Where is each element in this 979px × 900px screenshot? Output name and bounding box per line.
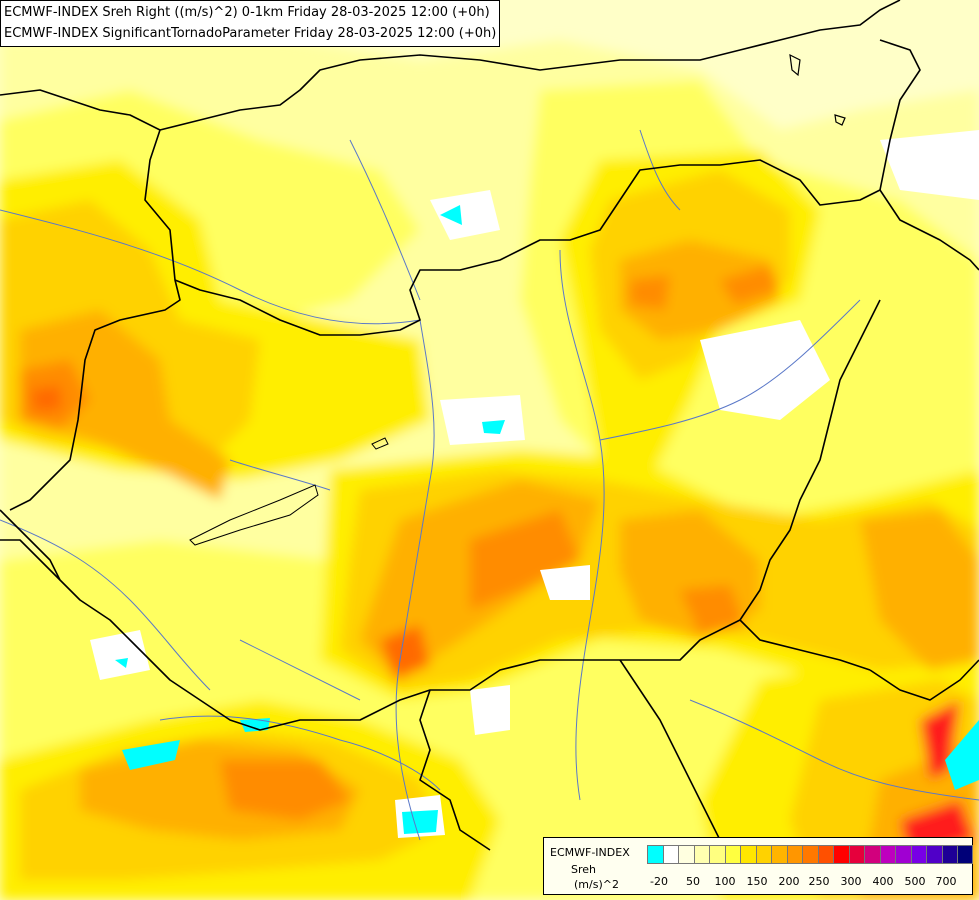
- country-border: [834, 114, 846, 126]
- legend-swatch: [724, 845, 740, 864]
- country-border: [0, 539, 61, 581]
- legend-tick-label: 250: [808, 875, 830, 888]
- pale-patch: [540, 565, 590, 600]
- legend-swatch: [957, 845, 973, 864]
- field-band: [470, 510, 580, 610]
- legend-swatch: [802, 845, 818, 864]
- country-border: [159, 0, 901, 131]
- river-line: [559, 249, 605, 801]
- legend-swatch: [848, 845, 864, 864]
- field-band: [620, 240, 780, 340]
- country-border: [879, 189, 979, 271]
- field-band: [680, 585, 745, 635]
- legend-unit: (m/s)^2: [574, 878, 619, 891]
- legend-tick-label: 150: [746, 875, 768, 888]
- legend-tick-label: 300: [840, 875, 862, 888]
- legend-swatch: [647, 845, 663, 864]
- legend-swatch: [709, 845, 725, 864]
- header-title-sreh: ECMWF-INDEX Sreh Right ((m/s)^2) 0-1km F…: [4, 5, 490, 20]
- low-value-patch: [240, 718, 270, 732]
- country-border: [789, 53, 801, 77]
- country-border: [0, 89, 181, 511]
- legend-swatch: [817, 845, 833, 864]
- pale-patch: [430, 190, 500, 240]
- legend-swatch: [941, 845, 957, 864]
- legend-tick-label: 100: [714, 875, 736, 888]
- low-value-patch: [440, 205, 462, 225]
- river-line: [599, 299, 861, 441]
- river-line: [349, 139, 421, 301]
- legend-color-scale: [647, 845, 973, 864]
- lake-outline: [371, 437, 389, 450]
- field-band: [20, 310, 230, 500]
- legend-title: ECMWF-INDEX: [550, 846, 630, 859]
- country-border: [0, 299, 881, 731]
- field-band: [380, 625, 430, 680]
- field-band: [860, 510, 979, 670]
- legend-swatch: [662, 845, 678, 864]
- lake-outline: [189, 484, 319, 546]
- low-value-patch: [122, 740, 180, 770]
- map-header: ECMWF-INDEX Sreh Right ((m/s)^2) 0-1km F…: [0, 0, 501, 47]
- pale-patch: [440, 395, 525, 445]
- low-value-patch: [115, 658, 128, 668]
- legend-swatch: [833, 845, 849, 864]
- legend-tick-label: 200: [778, 875, 800, 888]
- country-border: [174, 159, 881, 336]
- legend-swatch: [740, 845, 756, 864]
- river-line: [395, 319, 435, 841]
- field-band: [220, 760, 350, 820]
- river-line: [0, 519, 211, 691]
- legend-variable: Sreh: [571, 863, 597, 876]
- river-line: [639, 129, 681, 211]
- river-line: [159, 715, 441, 791]
- legend-tick-labels: -20 50 100 150 200 250 300 400 500 700: [647, 875, 969, 889]
- legend-tick-label: 400: [872, 875, 894, 888]
- pale-patch: [470, 685, 510, 735]
- legend-tick-label: 50: [686, 875, 700, 888]
- legend-tick-label: 500: [904, 875, 926, 888]
- country-border: [879, 39, 921, 191]
- field-band: [720, 265, 780, 305]
- river-line: [239, 639, 361, 701]
- field-band: [30, 385, 62, 412]
- legend-tick-label: -20: [650, 875, 668, 888]
- low-value-patch: [402, 810, 438, 834]
- pale-patch: [700, 320, 830, 420]
- legend-swatch: [926, 845, 942, 864]
- legend-swatch: [910, 845, 926, 864]
- low-value-patch: [482, 420, 505, 434]
- legend-swatch: [678, 845, 694, 864]
- pale-patch: [880, 130, 979, 200]
- legend-swatch: [771, 845, 787, 864]
- legend-swatch: [786, 845, 802, 864]
- pale-patch: [90, 630, 150, 680]
- river-line: [0, 209, 421, 325]
- field-band: [630, 275, 670, 310]
- country-border: [419, 689, 491, 851]
- country-border: [869, 659, 979, 701]
- legend-swatch: [864, 845, 880, 864]
- river-line: [689, 699, 979, 801]
- header-title-stp: ECMWF-INDEX SignificantTornadoParameter …: [4, 26, 497, 41]
- country-border: [739, 619, 871, 671]
- low-value-patch: [945, 720, 979, 790]
- legend-swatch: [895, 845, 911, 864]
- legend-swatch: [755, 845, 771, 864]
- color-legend: ECMWF-INDEX Sreh (m/s)^2 -20 50 100 150 200 2…: [543, 837, 973, 895]
- legend-swatch: [693, 845, 709, 864]
- legend-swatch: [879, 845, 895, 864]
- river-line: [229, 459, 331, 491]
- legend-tick-label: 700: [935, 875, 957, 888]
